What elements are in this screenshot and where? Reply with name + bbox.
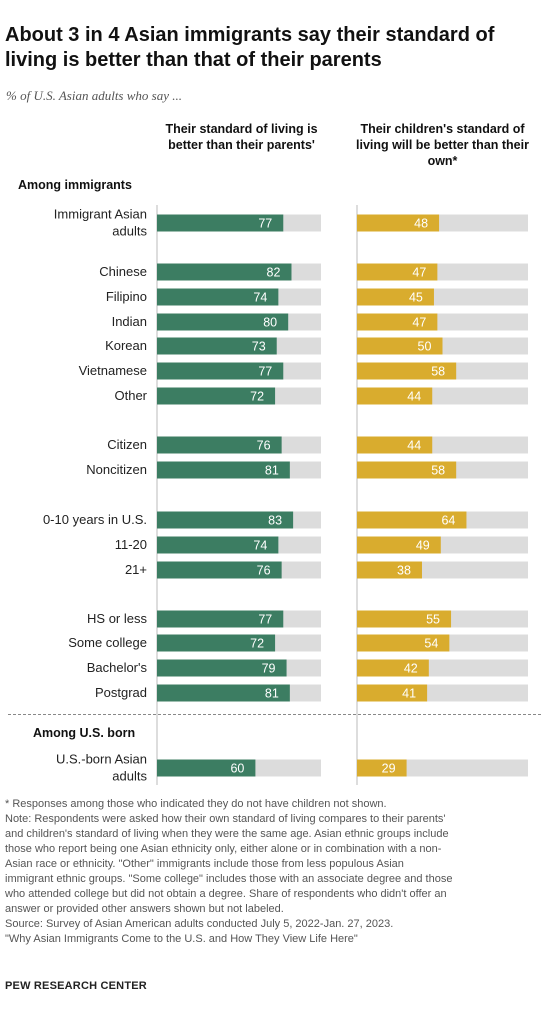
bar	[357, 461, 457, 479]
data-label: 81	[265, 464, 279, 478]
bar	[357, 362, 457, 380]
chart-subtitle: % of U.S. Asian adults who say ...	[6, 88, 182, 103]
row-label: Vietnamese	[79, 363, 147, 378]
bar	[157, 561, 282, 579]
data-label: 74	[253, 539, 267, 553]
bar	[357, 759, 407, 777]
data-label: 41	[402, 687, 416, 701]
bar	[157, 536, 279, 554]
bar	[157, 461, 290, 479]
bar	[357, 536, 441, 554]
data-label: 83	[268, 514, 282, 528]
row-label: 21+	[125, 562, 147, 577]
bar	[357, 511, 467, 529]
section-divider	[8, 714, 541, 715]
row-label: Filipino	[106, 289, 147, 304]
data-label: 79	[262, 662, 276, 676]
data-label: 77	[258, 613, 272, 627]
data-label: 72	[250, 390, 264, 404]
data-label: 74	[253, 291, 267, 305]
row-label: Chinese	[99, 264, 147, 279]
data-label: 77	[258, 217, 272, 231]
data-label: 60	[230, 762, 244, 776]
data-label: 54	[424, 637, 438, 651]
chart-notes: * Responses among those who indicated th…	[5, 797, 545, 947]
data-label: 49	[416, 539, 430, 553]
row-label: U.S.-born Asian adults	[56, 752, 148, 784]
row-label: Postgrad	[95, 685, 147, 700]
row-label: Noncitizen	[86, 462, 147, 477]
data-label: 64	[441, 514, 455, 528]
bar	[357, 214, 440, 232]
bar	[357, 288, 434, 306]
data-label: 58	[431, 464, 445, 478]
bar	[157, 759, 256, 777]
data-label: 80	[263, 316, 277, 330]
row-label: Korean	[105, 338, 147, 353]
section-label-us-born: Among U.S. born	[33, 726, 136, 740]
data-label: 58	[431, 365, 445, 379]
row-label: Other	[114, 388, 147, 403]
data-label: 55	[426, 613, 440, 627]
bar	[157, 436, 282, 454]
data-label: 82	[267, 266, 281, 280]
bar	[357, 313, 438, 331]
bar	[357, 263, 438, 281]
data-label: 76	[257, 439, 271, 453]
bar	[357, 659, 429, 677]
bar	[157, 387, 276, 405]
bar-chart: Immigrant Asian adults 77 48 Chinese 82 47 Fili…	[43, 205, 528, 785]
data-label: 50	[418, 340, 432, 354]
section-label-immigrants: Among immigrants	[18, 178, 132, 192]
row-label: Some college	[68, 635, 147, 650]
bar	[157, 659, 287, 677]
bar	[357, 436, 433, 454]
bar	[357, 610, 452, 628]
data-label: 72	[250, 637, 264, 651]
methodology-note: Note: Respondents were asked how their o…	[5, 813, 453, 915]
bar	[157, 263, 292, 281]
asterisk-note: * Responses among those who indicated th…	[5, 798, 387, 810]
bar	[157, 684, 290, 702]
bar	[157, 634, 276, 652]
bar	[157, 610, 284, 628]
row-label: 0-10 years in U.S.	[43, 512, 147, 527]
column-header-children-standard: Their children's standard of living will…	[356, 122, 529, 168]
bar	[157, 214, 284, 232]
data-label: 38	[397, 564, 411, 578]
row-label: Indian	[112, 314, 147, 329]
bar	[357, 337, 443, 355]
row-label: 11-20	[115, 537, 147, 552]
data-label: 47	[412, 266, 426, 280]
bar	[357, 684, 428, 702]
bar	[357, 387, 433, 405]
data-label: 81	[265, 687, 279, 701]
data-label: 45	[409, 291, 423, 305]
data-label: 77	[258, 365, 272, 379]
bar	[157, 362, 284, 380]
data-label: 47	[412, 316, 426, 330]
chart-title: About 3 in 4 Asian immigrants say their …	[5, 24, 495, 71]
data-label: 29	[382, 762, 396, 776]
bar	[157, 337, 277, 355]
bar	[357, 561, 422, 579]
pew-research-center-logo: PEW RESEARCH CENTER	[5, 980, 147, 992]
data-label: 73	[252, 340, 266, 354]
report-title-note: "Why Asian Immigrants Come to the U.S. a…	[5, 933, 358, 945]
data-label: 48	[414, 217, 428, 231]
bar	[157, 288, 279, 306]
data-label: 76	[257, 564, 271, 578]
data-label: 44	[407, 390, 421, 404]
bar	[357, 634, 450, 652]
row-label: Bachelor's	[87, 660, 148, 675]
row-label: HS or less	[87, 611, 147, 626]
source-note: Source: Survey of Asian American adults …	[5, 918, 394, 930]
bar	[157, 511, 294, 529]
row-label: Citizen	[107, 437, 147, 452]
data-label: 42	[404, 662, 418, 676]
column-header-own-standard: Their standard of living is better than …	[165, 122, 318, 152]
row-label: Immigrant Asian adults	[54, 207, 148, 239]
data-label: 44	[407, 439, 421, 453]
bar	[157, 313, 289, 331]
